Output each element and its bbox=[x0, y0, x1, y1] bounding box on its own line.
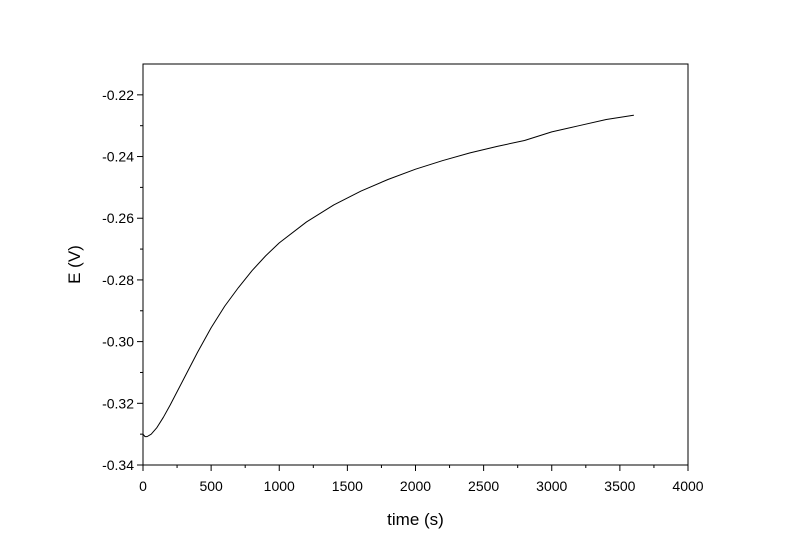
y-tick-label-5: -0.24 bbox=[102, 149, 134, 165]
x-tick-label-4: 2000 bbox=[400, 478, 431, 494]
x-tick-label-2: 1000 bbox=[264, 478, 295, 494]
x-tick-label-5: 2500 bbox=[468, 478, 499, 494]
y-tick-label-4: -0.26 bbox=[102, 210, 134, 226]
x-tick-label-8: 4000 bbox=[672, 478, 703, 494]
y-tick-label-1: -0.32 bbox=[102, 395, 134, 411]
x-tick-label-7: 3500 bbox=[604, 478, 635, 494]
series-layer bbox=[142, 114, 634, 438]
x-tick-label-1: 500 bbox=[199, 478, 223, 494]
plot-frame bbox=[142, 63, 689, 466]
x-tick-label-6: 3000 bbox=[536, 478, 567, 494]
y-tick-label-3: -0.28 bbox=[102, 272, 134, 288]
ticks-layer: 0 500 1000 1500 2000 2500 3000 3500 4000 -0.34 -0.… bbox=[102, 87, 704, 494]
y-tick-label-0: -0.34 bbox=[102, 457, 134, 473]
x-tick-label-0: 0 bbox=[139, 478, 147, 494]
y-axis-label: E (V) bbox=[65, 245, 84, 284]
x-axis-label: time (s) bbox=[387, 510, 444, 529]
y-tick-label-6: -0.22 bbox=[102, 87, 134, 103]
y-tick-label-2: -0.30 bbox=[102, 334, 134, 350]
x-tick-label-3: 1500 bbox=[332, 478, 363, 494]
series-line-0 bbox=[142, 114, 634, 438]
